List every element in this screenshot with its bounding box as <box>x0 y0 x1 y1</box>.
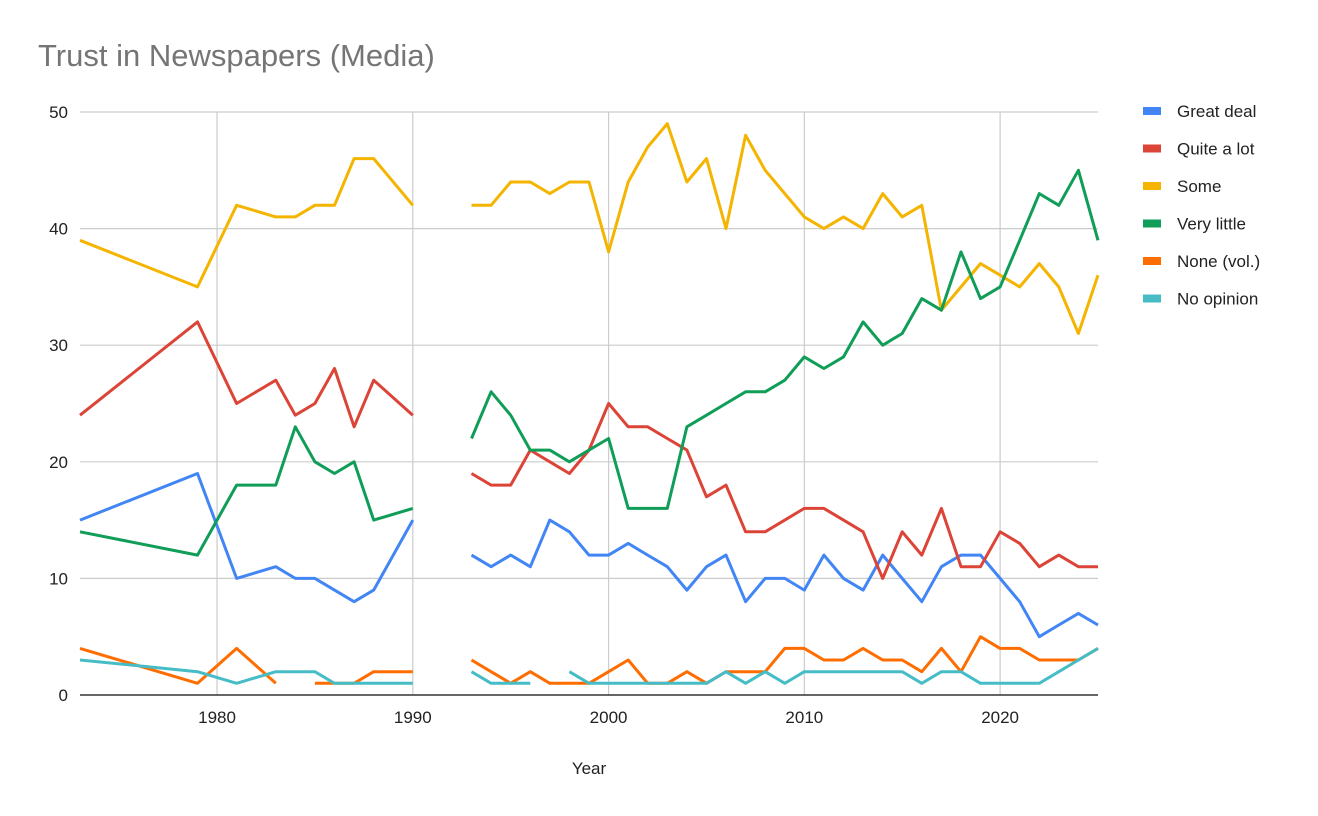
legend-label: Very little <box>1177 215 1246 234</box>
legend-swatch <box>1143 219 1161 228</box>
series-some <box>79 122 1100 335</box>
series-quite-a-lot <box>79 320 1098 580</box>
legend-label: Some <box>1177 177 1221 196</box>
series-none-vol <box>79 635 1099 685</box>
legend-item: Quite a lot <box>1143 140 1255 159</box>
legend-item: Very little <box>1143 215 1246 234</box>
legend-swatch <box>1143 257 1161 265</box>
series-line-segment <box>79 646 277 685</box>
x-tick-label: 1990 <box>394 708 432 727</box>
legend-swatch <box>1143 144 1161 153</box>
axes: 0 10 20 30 40 50 1980 1990 2000 2010 2020 Year <box>49 103 1098 778</box>
legend-swatch <box>1143 294 1161 303</box>
series-lines <box>79 122 1100 685</box>
series-line-segment <box>568 647 1099 685</box>
y-tick-label: 20 <box>49 453 68 472</box>
x-tick-label: 2000 <box>590 708 628 727</box>
x-tick-label: 1980 <box>198 708 236 727</box>
x-tick-label: 2020 <box>981 708 1019 727</box>
y-tick-label: 50 <box>49 103 68 122</box>
series-line-segment <box>79 658 413 685</box>
y-tick-label: 30 <box>49 336 68 355</box>
series-line-segment <box>79 472 415 604</box>
legend-label: No opinion <box>1177 290 1258 309</box>
chart-title: Trust in Newspapers (Media) <box>38 38 435 73</box>
legend-label: Great deal <box>1177 102 1256 121</box>
series-line-segment <box>79 157 414 289</box>
legend-swatch <box>1143 107 1161 115</box>
y-tick-label: 40 <box>49 220 68 239</box>
series-very-little <box>79 168 1100 557</box>
legend-item: No opinion <box>1143 290 1258 309</box>
series-line-segment <box>79 320 414 429</box>
series-line-segment <box>79 425 414 557</box>
x-tick-label: 2010 <box>785 708 823 727</box>
series-no-opinion <box>79 647 1099 685</box>
legend-item: Great deal <box>1143 102 1256 121</box>
legend-label: None (vol.) <box>1177 252 1260 271</box>
series-line-segment <box>470 635 1099 685</box>
series-line-segment <box>470 518 1099 639</box>
legend: Great deal Quite a lot Some Very little None… <box>1143 102 1260 309</box>
legend-swatch <box>1143 182 1161 190</box>
series-line-segment <box>470 168 1100 510</box>
series-line-segment <box>471 122 1100 335</box>
y-tick-label: 10 <box>49 569 68 588</box>
legend-label: Quite a lot <box>1177 140 1255 159</box>
x-axis-title: Year <box>572 759 607 778</box>
series-line-segment <box>470 670 531 685</box>
y-tick-label: 0 <box>59 686 68 705</box>
legend-item: Some <box>1143 177 1221 196</box>
gridlines <box>80 111 1098 695</box>
series-line-segment <box>470 402 1098 580</box>
legend-item: None (vol.) <box>1143 252 1260 271</box>
series-great-deal <box>79 472 1099 639</box>
